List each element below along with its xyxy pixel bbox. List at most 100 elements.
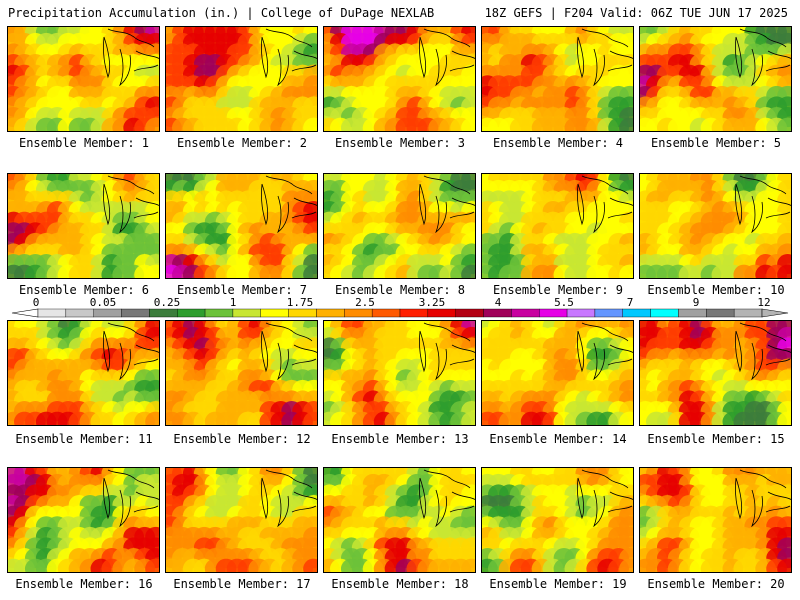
ensemble-member-label: Ensemble Member: 8 (334, 283, 466, 297)
great-lakes-outline (261, 28, 317, 87)
ensemble-member-label: Ensemble Member: 19 (489, 577, 627, 591)
colorbar-swatch (149, 308, 178, 318)
ensemble-map-20 (639, 467, 792, 573)
ensemble-member-label: Ensemble Member: 5 (650, 136, 782, 150)
ensemble-map-6 (7, 173, 160, 279)
ensemble-map-13 (323, 320, 476, 426)
precip-field (482, 174, 633, 278)
colorbar-swatch (37, 308, 67, 318)
ensemble-map-18 (323, 467, 476, 573)
ensemble-map-2 (165, 26, 318, 132)
great-lakes-outline (735, 469, 791, 528)
colorbar-swatch (622, 308, 651, 318)
ensemble-map-1 (7, 26, 160, 132)
precip-field (8, 174, 159, 278)
great-lakes-outline (577, 28, 633, 87)
precip-field (324, 174, 475, 278)
colorbar-swatch (483, 308, 512, 318)
great-lakes-outline (261, 469, 317, 528)
great-lakes-outline (577, 175, 633, 234)
colorbar-swatch (344, 308, 373, 318)
ensemble-member-label: Ensemble Member: 11 (15, 432, 153, 446)
precip-field (324, 321, 475, 425)
precip-field (324, 468, 475, 572)
precip-field (166, 174, 317, 278)
colorbar-swatch (511, 308, 540, 318)
map-title: Precipitation Accumulation (in.) | Colle… (8, 6, 435, 20)
precip-field (8, 27, 159, 131)
ensemble-member-label: Ensemble Member: 10 (647, 283, 785, 297)
great-lakes-outline (261, 175, 317, 234)
ensemble-map-10 (639, 173, 792, 279)
ensemble-map-19 (481, 467, 634, 573)
precip-field (482, 321, 633, 425)
ensemble-member-label: Ensemble Member: 12 (173, 432, 311, 446)
great-lakes-outline (103, 175, 159, 234)
colorbar-tick-label: 1.75 (286, 296, 314, 309)
precip-field (482, 27, 633, 131)
precip-field (640, 27, 791, 131)
ensemble-member-label: Ensemble Member: 7 (176, 283, 308, 297)
ensemble-map-11 (7, 320, 160, 426)
colorbar-tick-label: 0 (32, 296, 40, 309)
colorbar-tick-label: 4 (494, 296, 502, 309)
great-lakes-outline (735, 28, 791, 87)
great-lakes-outline (419, 175, 475, 234)
colorbar-tick-label: 3.25 (418, 296, 446, 309)
colorbar-tick-label: 7 (626, 296, 634, 309)
ensemble-member-label: Ensemble Member: 14 (489, 432, 627, 446)
ensemble-map-15 (639, 320, 792, 426)
ensemble-map-17 (165, 467, 318, 573)
ensemble-member-label: Ensemble Member: 3 (334, 136, 466, 150)
precip-field (166, 27, 317, 131)
colorbar-swatch (93, 308, 122, 318)
great-lakes-outline (577, 469, 633, 528)
ensemble-member-label: Ensemble Member: 16 (15, 577, 153, 591)
colorbar-swatch (204, 308, 234, 318)
colorbar-swatch (288, 308, 317, 318)
colorbar-swatch (566, 308, 596, 318)
colorbar-swatch (594, 308, 623, 318)
ensemble-map-12 (165, 320, 318, 426)
ensemble-member-label: Ensemble Member: 2 (176, 136, 308, 150)
colorbar-swatch (260, 308, 289, 318)
colorbar-swatch (427, 308, 456, 318)
run-info: 18Z GEFS | F204 Valid: 06Z TUE JUN 17 20… (484, 6, 788, 20)
colorbar-swatch (733, 308, 763, 318)
colorbar-left-arrow (11, 308, 39, 318)
great-lakes-outline (419, 322, 475, 381)
colorbar-swatch (678, 308, 707, 318)
colorbar-tick-label: 12 (757, 296, 771, 309)
ensemble-member-label: Ensemble Member: 9 (492, 283, 624, 297)
ensemble-map-5 (639, 26, 792, 132)
colorbar-swatch (65, 308, 94, 318)
great-lakes-outline (419, 28, 475, 87)
ensemble-map-9 (481, 173, 634, 279)
colorbar-tick-label: 1 (229, 296, 237, 309)
colorbar-tick-label: 5.5 (554, 296, 574, 309)
precip-field (8, 321, 159, 425)
colorbar-swatch (232, 308, 261, 318)
great-lakes-outline (103, 28, 159, 87)
colorbar-swatch (539, 308, 568, 318)
ensemble-member-label: Ensemble Member: 20 (647, 577, 785, 591)
ensemble-member-label: Ensemble Member: 17 (173, 577, 311, 591)
ensemble-member-label: Ensemble Member: 15 (647, 432, 785, 446)
precip-field (8, 468, 159, 572)
colorbar-swatch (706, 308, 735, 318)
ensemble-map-4 (481, 26, 634, 132)
great-lakes-outline (261, 322, 317, 381)
colorbar-tick-label: 9 (692, 296, 700, 309)
precip-field (640, 174, 791, 278)
great-lakes-outline (735, 322, 791, 381)
ensemble-map-7 (165, 173, 318, 279)
precip-field (166, 468, 317, 572)
ensemble-member-label: Ensemble Member: 13 (331, 432, 469, 446)
ensemble-member-label: Ensemble Member: 1 (18, 136, 150, 150)
colorbar-right-arrow (761, 308, 789, 318)
great-lakes-outline (735, 175, 791, 234)
colorbar-swatch (650, 308, 679, 318)
ensemble-member-label: Ensemble Member: 6 (18, 283, 150, 297)
great-lakes-outline (103, 469, 159, 528)
colorbar-swatch (399, 308, 429, 318)
